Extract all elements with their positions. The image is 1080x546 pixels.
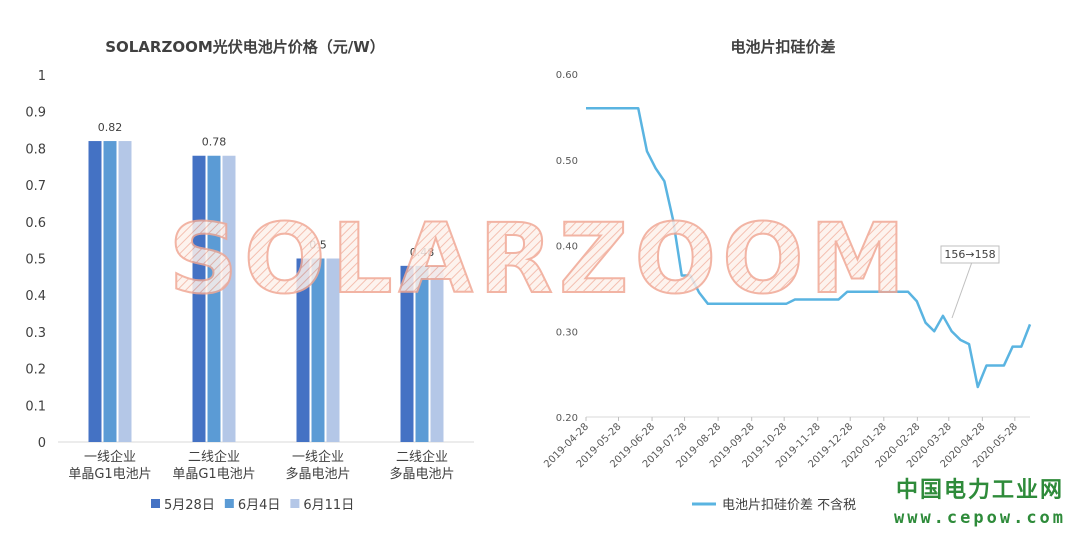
- left-y-tick-label: 0: [38, 436, 46, 451]
- left-y-tick-label: 0.5: [25, 253, 46, 268]
- bar: [88, 141, 102, 442]
- legend-label: 电池片扣硅价差 不含税: [722, 497, 856, 513]
- category-label: 二线企业: [396, 449, 448, 465]
- bar: [207, 155, 221, 443]
- annotation-box: [940, 245, 1000, 264]
- bar-data-label: 0.5: [309, 239, 327, 252]
- bar-data-label: 0.78: [202, 136, 227, 149]
- category-label: 多晶电池片: [389, 466, 454, 482]
- bar: [430, 265, 444, 442]
- bar: [415, 265, 429, 442]
- bar: [192, 155, 206, 443]
- legend-swatch: [290, 499, 300, 508]
- bar: [311, 258, 325, 442]
- watermark: SOLARZOOM: [169, 203, 912, 315]
- category-label: 单晶G1电池片: [172, 467, 255, 482]
- right-y-tick-label: 0.30: [556, 327, 578, 338]
- legend-label: 5月28日: [164, 498, 215, 513]
- left-bars: 0.82 0.78 0.5 0.48: [88, 121, 444, 443]
- legend-swatch: [151, 499, 160, 508]
- left-chart: SOLARZOOM光伏电池片价格（元/W） 00.10.20.30.40.50.…: [25, 38, 474, 513]
- right-y-tick-label: 0.50: [556, 156, 578, 167]
- left-y-tick-label: 0.9: [25, 106, 46, 121]
- bar: [296, 258, 310, 442]
- category-label: 一线企业: [84, 449, 136, 465]
- right-x-axis: 2019-04-282019-05-282019-06-282019-07-28…: [542, 417, 1020, 470]
- bar-data-label: 0.82: [98, 121, 123, 134]
- left-y-axis: 0 0.1 0.2 0.3 0.4 0.5 0.6 0.7 0.8 0.9 1: [25, 69, 46, 451]
- category-label: 单晶G1电池片: [68, 467, 151, 482]
- left-y-tick-label: 0.4: [25, 289, 46, 304]
- brand-url: www.cepow.com: [894, 508, 1066, 528]
- annotation-text: 156→158: [944, 248, 995, 261]
- bar: [400, 265, 414, 442]
- annotation-leader: [951, 261, 973, 319]
- left-y-tick-label: 0.8: [25, 142, 46, 157]
- price-annotation: 156→158: [940, 245, 1000, 319]
- right-y-tick-label: 0.20: [556, 413, 578, 424]
- bar-data-label: 0.48: [410, 246, 435, 259]
- category-label: 二线企业: [188, 449, 240, 465]
- category-label: 一线企业: [292, 449, 344, 465]
- left-y-tick-label: 1: [38, 69, 46, 84]
- right-y-axis: 0.20 0.30 0.40 0.50 0.60: [556, 70, 578, 424]
- category-label: 多晶电池片: [285, 466, 350, 482]
- right-series: [586, 107, 1032, 389]
- left-y-tick-label: 0.7: [25, 179, 46, 194]
- legend-swatch: [224, 499, 234, 508]
- legend-label: 6月4日: [238, 498, 281, 513]
- left-y-tick-label: 0.3: [25, 326, 46, 341]
- right-legend: 电池片扣硅价差 不含税: [692, 497, 856, 513]
- left-chart-title: SOLARZOOM光伏电池片价格（元/W）: [105, 38, 385, 56]
- brand-name: 中国电力工业网: [896, 478, 1064, 503]
- left-y-tick-label: 0.2: [25, 363, 46, 378]
- bar: [326, 258, 340, 442]
- right-chart-title: 电池片扣硅价差: [730, 38, 835, 56]
- right-y-tick-label: 0.60: [556, 70, 578, 81]
- series-line: [586, 107, 1032, 389]
- left-y-tick-label: 0.1: [25, 399, 46, 414]
- bar: [103, 141, 117, 442]
- left-legend: 5月28日 6月4日 6月11日: [151, 498, 354, 513]
- bar: [118, 141, 132, 442]
- left-y-tick-label: 0.6: [25, 216, 46, 231]
- legend-label: 6月11日: [303, 498, 354, 513]
- bar: [222, 155, 236, 443]
- right-y-tick-label: 0.40: [556, 242, 578, 253]
